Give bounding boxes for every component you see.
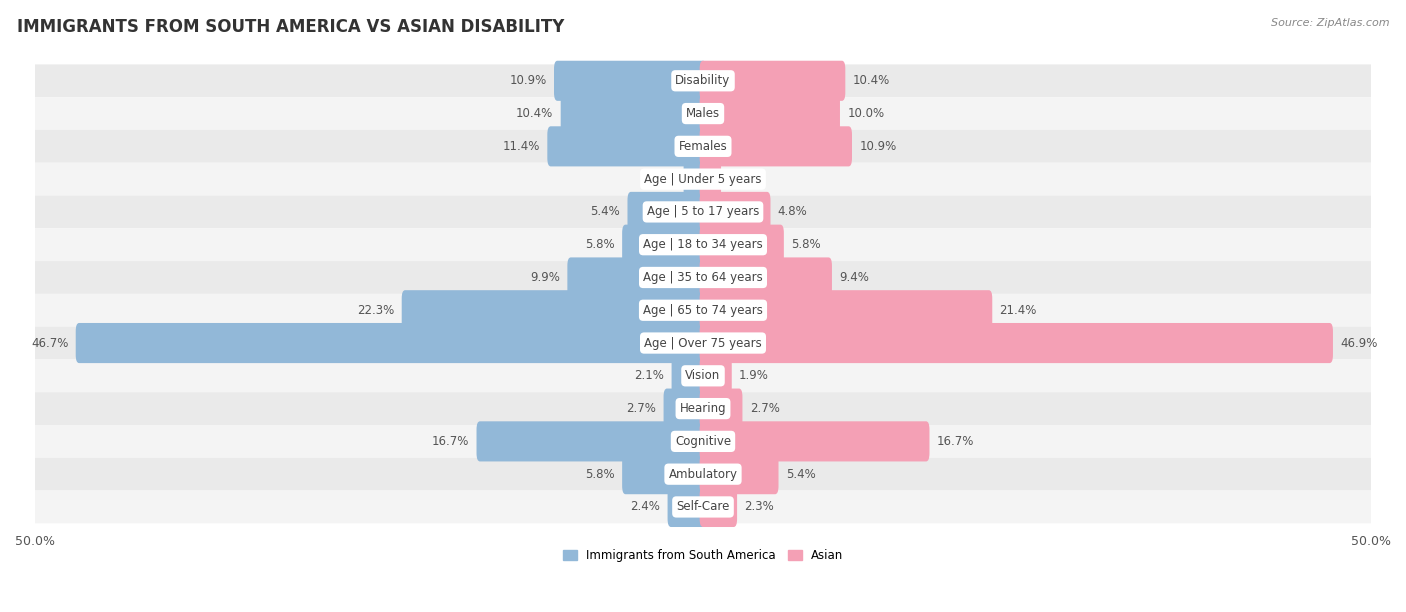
FancyBboxPatch shape [35, 64, 1371, 97]
Text: Hearing: Hearing [679, 402, 727, 415]
FancyBboxPatch shape [627, 192, 706, 232]
Text: 1.1%: 1.1% [728, 173, 758, 185]
FancyBboxPatch shape [568, 258, 706, 297]
FancyBboxPatch shape [35, 425, 1371, 458]
Text: 9.4%: 9.4% [839, 271, 869, 284]
Text: Cognitive: Cognitive [675, 435, 731, 448]
Legend: Immigrants from South America, Asian: Immigrants from South America, Asian [558, 544, 848, 567]
Text: Age | 65 to 74 years: Age | 65 to 74 years [643, 304, 763, 317]
FancyBboxPatch shape [35, 392, 1371, 425]
Text: 21.4%: 21.4% [1000, 304, 1038, 317]
FancyBboxPatch shape [35, 359, 1371, 392]
FancyBboxPatch shape [76, 323, 706, 363]
FancyBboxPatch shape [700, 126, 852, 166]
FancyBboxPatch shape [35, 294, 1371, 327]
Text: 2.7%: 2.7% [749, 402, 780, 415]
FancyBboxPatch shape [621, 454, 706, 494]
Text: 46.7%: 46.7% [31, 337, 69, 349]
FancyBboxPatch shape [700, 356, 731, 396]
Text: Females: Females [679, 140, 727, 153]
Text: Age | 5 to 17 years: Age | 5 to 17 years [647, 206, 759, 218]
Text: 10.0%: 10.0% [848, 107, 884, 120]
FancyBboxPatch shape [700, 159, 721, 199]
Text: 5.8%: 5.8% [585, 468, 614, 480]
FancyBboxPatch shape [700, 421, 929, 461]
Text: Males: Males [686, 107, 720, 120]
Text: Age | Under 5 years: Age | Under 5 years [644, 173, 762, 185]
Text: 5.8%: 5.8% [792, 238, 821, 251]
Text: 2.1%: 2.1% [634, 369, 664, 382]
FancyBboxPatch shape [547, 126, 706, 166]
FancyBboxPatch shape [35, 195, 1371, 228]
Text: Ambulatory: Ambulatory [668, 468, 738, 480]
Text: Disability: Disability [675, 74, 731, 88]
Text: 9.9%: 9.9% [530, 271, 560, 284]
FancyBboxPatch shape [35, 163, 1371, 195]
Text: 10.4%: 10.4% [516, 107, 554, 120]
FancyBboxPatch shape [35, 491, 1371, 523]
Text: 2.7%: 2.7% [626, 402, 657, 415]
FancyBboxPatch shape [700, 487, 737, 527]
FancyBboxPatch shape [554, 61, 706, 101]
FancyBboxPatch shape [700, 225, 785, 265]
Text: Age | Over 75 years: Age | Over 75 years [644, 337, 762, 349]
FancyBboxPatch shape [700, 290, 993, 330]
FancyBboxPatch shape [672, 356, 706, 396]
Text: 16.7%: 16.7% [432, 435, 470, 448]
FancyBboxPatch shape [561, 94, 706, 133]
FancyBboxPatch shape [700, 192, 770, 232]
FancyBboxPatch shape [664, 389, 706, 428]
FancyBboxPatch shape [621, 225, 706, 265]
FancyBboxPatch shape [35, 97, 1371, 130]
Text: 11.4%: 11.4% [502, 140, 540, 153]
FancyBboxPatch shape [700, 323, 1333, 363]
FancyBboxPatch shape [35, 261, 1371, 294]
FancyBboxPatch shape [700, 94, 839, 133]
FancyBboxPatch shape [35, 327, 1371, 359]
Text: 2.3%: 2.3% [744, 501, 775, 513]
FancyBboxPatch shape [683, 159, 706, 199]
FancyBboxPatch shape [402, 290, 706, 330]
Text: 5.4%: 5.4% [591, 206, 620, 218]
Text: 1.2%: 1.2% [647, 173, 676, 185]
Text: 22.3%: 22.3% [357, 304, 395, 317]
FancyBboxPatch shape [35, 458, 1371, 491]
FancyBboxPatch shape [700, 61, 845, 101]
FancyBboxPatch shape [477, 421, 706, 461]
Text: Age | 35 to 64 years: Age | 35 to 64 years [643, 271, 763, 284]
Text: 16.7%: 16.7% [936, 435, 974, 448]
Text: IMMIGRANTS FROM SOUTH AMERICA VS ASIAN DISABILITY: IMMIGRANTS FROM SOUTH AMERICA VS ASIAN D… [17, 18, 564, 36]
Text: 2.4%: 2.4% [630, 501, 661, 513]
FancyBboxPatch shape [700, 389, 742, 428]
FancyBboxPatch shape [700, 258, 832, 297]
Text: Self-Care: Self-Care [676, 501, 730, 513]
Text: 46.9%: 46.9% [1340, 337, 1378, 349]
Text: Age | 18 to 34 years: Age | 18 to 34 years [643, 238, 763, 251]
Text: 10.9%: 10.9% [859, 140, 897, 153]
Text: 5.4%: 5.4% [786, 468, 815, 480]
Text: 1.9%: 1.9% [740, 369, 769, 382]
Text: 10.9%: 10.9% [509, 74, 547, 88]
Text: Vision: Vision [685, 369, 721, 382]
Text: 10.4%: 10.4% [852, 74, 890, 88]
Text: Source: ZipAtlas.com: Source: ZipAtlas.com [1271, 18, 1389, 28]
FancyBboxPatch shape [35, 228, 1371, 261]
FancyBboxPatch shape [668, 487, 706, 527]
Text: 5.8%: 5.8% [585, 238, 614, 251]
Text: 4.8%: 4.8% [778, 206, 807, 218]
FancyBboxPatch shape [35, 130, 1371, 163]
FancyBboxPatch shape [700, 454, 779, 494]
